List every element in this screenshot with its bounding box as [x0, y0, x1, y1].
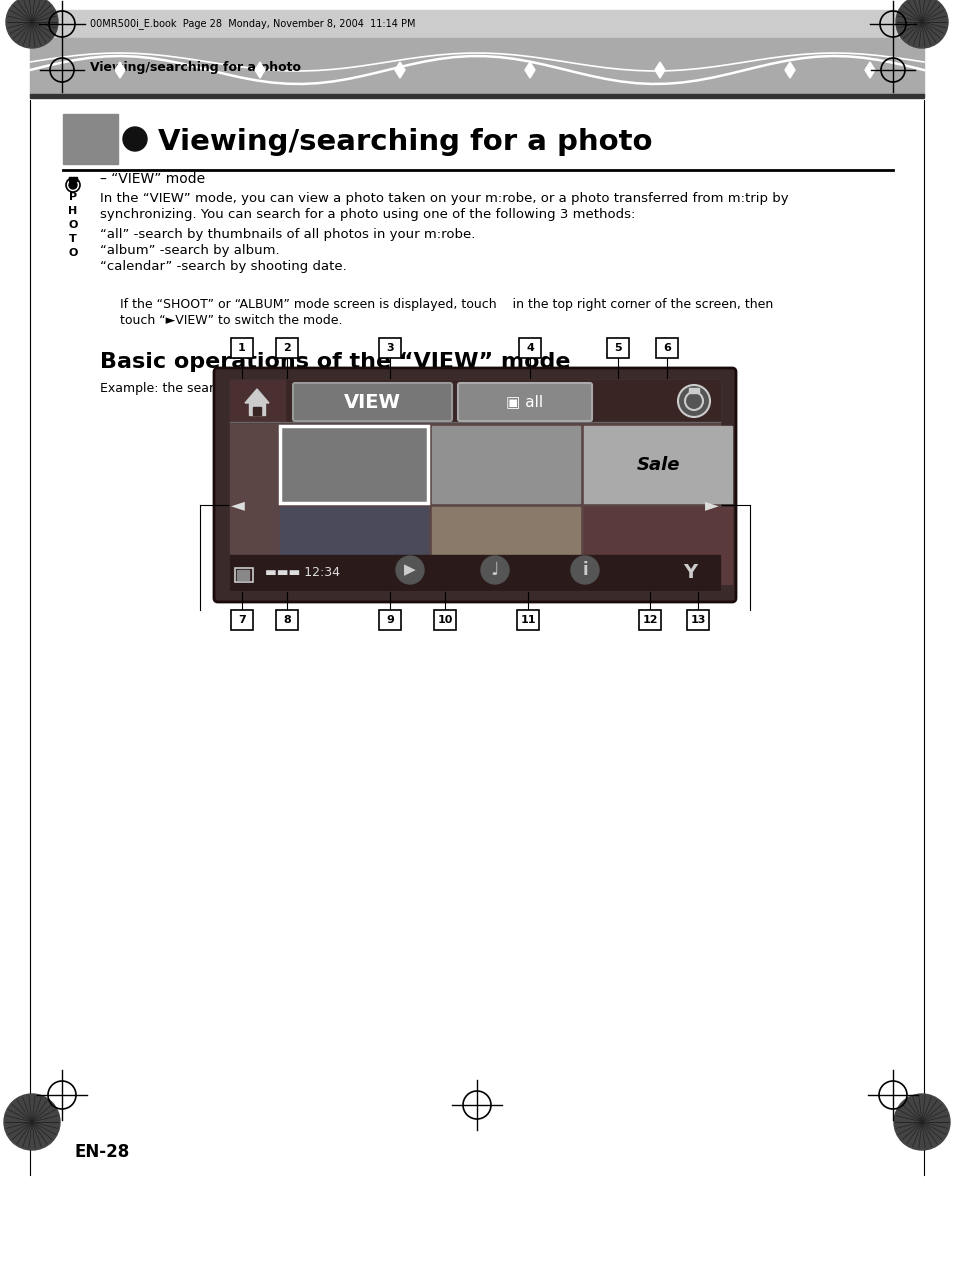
Bar: [249, 403, 265, 415]
Text: In the “VIEW” mode, you can view a photo taken on your m:robe, or a photo transf: In the “VIEW” mode, you can view a photo…: [100, 192, 788, 204]
Text: 1: 1: [238, 343, 246, 353]
Bar: [378, 338, 400, 358]
Bar: [280, 425, 428, 503]
Text: Viewing/searching for a photo: Viewing/searching for a photo: [158, 128, 652, 156]
Text: 10: 10: [436, 615, 453, 625]
Circle shape: [6, 0, 58, 48]
Polygon shape: [395, 62, 405, 77]
Text: Sale: Sale: [636, 456, 679, 474]
Bar: [230, 555, 720, 591]
Text: Basic operations of the “VIEW” mode: Basic operations of the “VIEW” mode: [100, 352, 570, 372]
Bar: [518, 338, 540, 358]
Text: Y: Y: [682, 564, 697, 583]
FancyBboxPatch shape: [457, 384, 592, 420]
Bar: [230, 380, 720, 422]
Text: 4: 4: [525, 343, 534, 353]
Text: 13: 13: [690, 615, 705, 625]
Bar: [30, 38, 923, 95]
Text: EN-28: EN-28: [75, 1143, 131, 1161]
Text: 12: 12: [641, 615, 657, 625]
Bar: [280, 507, 428, 584]
Polygon shape: [784, 62, 794, 77]
Polygon shape: [655, 62, 664, 77]
Polygon shape: [245, 389, 269, 403]
Text: H: H: [69, 206, 77, 216]
Text: i: i: [581, 561, 587, 579]
Bar: [686, 610, 708, 630]
Text: ▬▬▬ 12:34: ▬▬▬ 12:34: [265, 566, 339, 579]
Bar: [234, 568, 253, 582]
Text: synchronizing. You can search for a photo using one of the following 3 methods:: synchronizing. You can search for a phot…: [100, 208, 635, 221]
Text: O: O: [69, 220, 77, 230]
Text: T: T: [69, 234, 77, 244]
Bar: [236, 570, 249, 580]
Polygon shape: [864, 62, 874, 77]
Circle shape: [893, 1093, 949, 1151]
Circle shape: [4, 1093, 60, 1151]
Text: “calendar” -search by shooting date.: “calendar” -search by shooting date.: [100, 260, 346, 273]
Text: O: O: [69, 248, 77, 258]
Text: VIEW: VIEW: [343, 392, 400, 411]
Bar: [432, 507, 579, 584]
Text: 3: 3: [386, 343, 394, 353]
Text: “all” -search by thumbnails of all photos in your m:robe.: “all” -search by thumbnails of all photo…: [100, 229, 475, 241]
Circle shape: [480, 556, 509, 584]
Circle shape: [571, 556, 598, 584]
Circle shape: [69, 182, 77, 189]
FancyBboxPatch shape: [213, 368, 735, 602]
Text: Example: the search method “all” screen: Example: the search method “all” screen: [100, 382, 358, 395]
Bar: [69, 177, 77, 182]
Text: ▣ all: ▣ all: [506, 395, 543, 409]
Bar: [378, 610, 400, 630]
Text: 7: 7: [238, 615, 246, 625]
Text: 8: 8: [283, 615, 291, 625]
Text: 00MR500i_E.book  Page 28  Monday, November 8, 2004  11:14 PM: 00MR500i_E.book Page 28 Monday, November…: [90, 19, 416, 29]
Text: – “VIEW” mode: – “VIEW” mode: [100, 171, 205, 185]
Circle shape: [395, 556, 423, 584]
Bar: [275, 610, 297, 630]
Bar: [230, 380, 720, 591]
Text: 5: 5: [614, 343, 621, 353]
Polygon shape: [254, 62, 265, 77]
Bar: [583, 507, 731, 584]
Bar: [434, 610, 456, 630]
Bar: [30, 94, 923, 98]
Bar: [231, 610, 253, 630]
Bar: [517, 610, 538, 630]
Bar: [231, 338, 253, 358]
Bar: [280, 425, 428, 503]
Circle shape: [678, 385, 709, 417]
FancyBboxPatch shape: [293, 384, 452, 420]
Bar: [583, 425, 731, 503]
Bar: [30, 10, 923, 38]
Text: ◄: ◄: [231, 497, 245, 514]
Text: “album” -search by album.: “album” -search by album.: [100, 244, 279, 257]
Text: ▶: ▶: [404, 563, 416, 578]
Text: ♩: ♩: [490, 561, 498, 579]
Text: If the “SHOOT” or “ALBUM” mode screen is displayed, touch    in the top right co: If the “SHOOT” or “ALBUM” mode screen is…: [120, 298, 773, 311]
Bar: [606, 338, 628, 358]
Text: 2: 2: [283, 343, 291, 353]
Bar: [639, 610, 660, 630]
Text: ►: ►: [704, 497, 719, 514]
Text: 9: 9: [386, 615, 394, 625]
Text: 6: 6: [662, 343, 670, 353]
Polygon shape: [524, 62, 535, 77]
Bar: [656, 338, 678, 358]
Bar: [275, 338, 297, 358]
Bar: [432, 425, 579, 503]
Polygon shape: [115, 62, 125, 77]
Circle shape: [123, 127, 147, 151]
Circle shape: [895, 0, 947, 48]
Text: 11: 11: [519, 615, 536, 625]
Text: Viewing/searching for a photo: Viewing/searching for a photo: [90, 61, 301, 75]
Bar: [63, 114, 118, 164]
Bar: [253, 406, 261, 415]
Bar: [230, 380, 285, 422]
Bar: [688, 389, 699, 392]
Text: P: P: [69, 192, 77, 202]
Text: touch “►VIEW” to switch the mode.: touch “►VIEW” to switch the mode.: [120, 314, 342, 326]
